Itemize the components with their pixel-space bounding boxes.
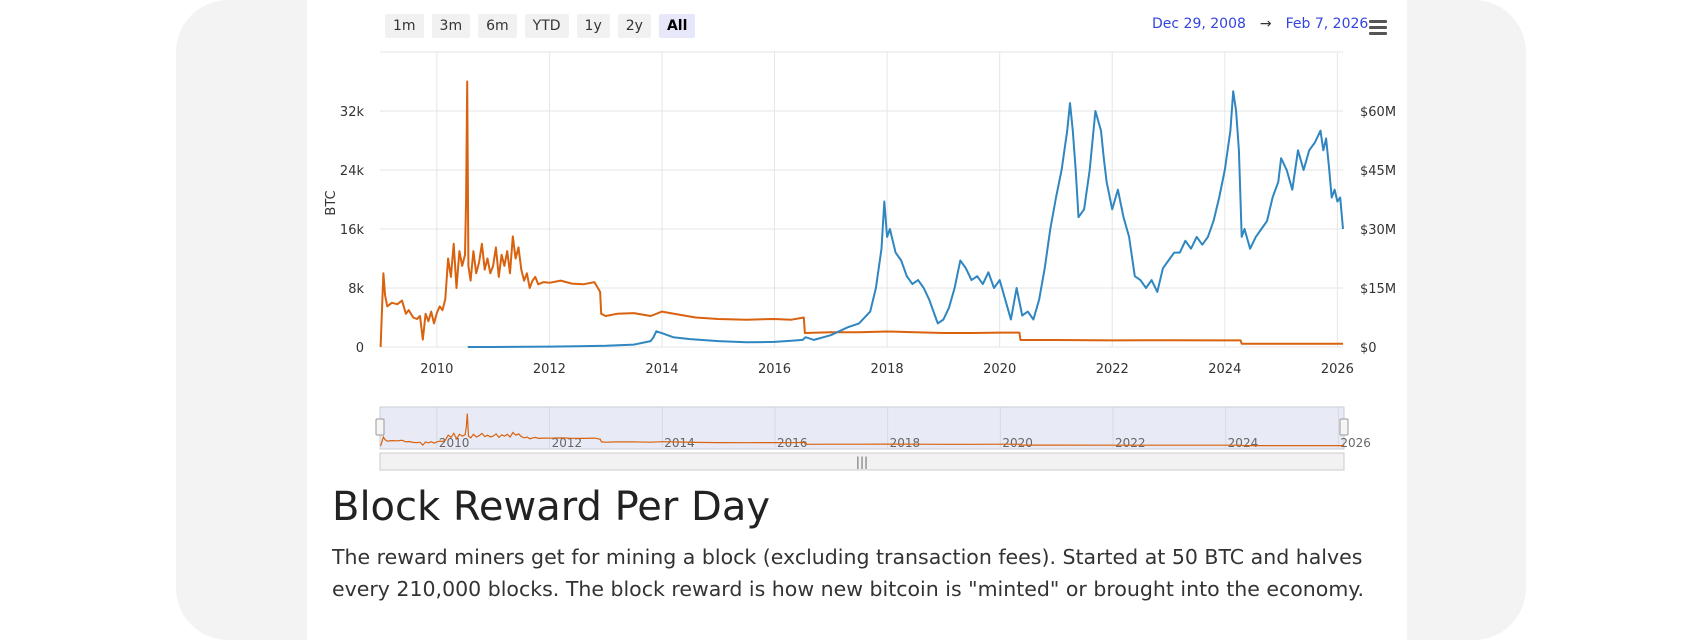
y-tick-label: 32k xyxy=(340,105,365,120)
range-button-3m[interactable]: 3m xyxy=(431,14,471,38)
range-selector: 1m 3m 6m YTD 1y 2y All xyxy=(385,14,696,38)
y-tick-label: 8k xyxy=(348,282,364,297)
navigator-right-handle[interactable] xyxy=(1339,418,1349,436)
y-tick-label: 16k xyxy=(340,223,365,238)
navigator-tick-label: 2012 xyxy=(552,436,583,450)
navigator-tick-label: 2024 xyxy=(1228,436,1259,450)
x-tick-label: 2016 xyxy=(758,362,791,377)
x-tick-label: 2010 xyxy=(420,362,453,377)
date-arrow-icon: → xyxy=(1259,16,1272,32)
grid xyxy=(380,51,1343,348)
scrollbar-grip-icon[interactable]: ||| xyxy=(856,455,868,469)
x-tick-label: 2014 xyxy=(645,362,678,377)
navigator[interactable]: 2010 2012 2014 2016 2018 2020 2022 2024 2026||| xyxy=(375,406,1371,471)
date-from[interactable]: Dec 29, 2008 xyxy=(1152,16,1246,32)
usd-series-line xyxy=(467,90,1344,348)
y2-tick-label: $30M xyxy=(1360,223,1396,238)
range-button-1m[interactable]: 1m xyxy=(385,14,424,38)
section-title: Block Reward Per Day xyxy=(332,484,771,530)
navigator-tick-label: 2010 xyxy=(439,436,470,450)
y2-tick-label: $60M xyxy=(1360,105,1396,120)
y2-tick-label: $15M xyxy=(1360,282,1396,297)
range-button-6m[interactable]: 6m xyxy=(478,14,517,38)
range-button-2y[interactable]: 2y xyxy=(617,14,651,38)
navigator-tick-label: 2022 xyxy=(1115,436,1146,450)
navigator-left-handle[interactable] xyxy=(375,418,385,436)
y2-tick-label: $0 xyxy=(1360,341,1377,356)
date-to[interactable]: Feb 7, 2026 xyxy=(1285,16,1369,32)
section-description: The reward miners get for mining a block… xyxy=(332,545,1365,601)
range-button-all[interactable]: All xyxy=(658,14,696,38)
navigator-tick-label: 2018 xyxy=(890,436,921,450)
navigator-window[interactable] xyxy=(379,406,1345,450)
x-tick-label: 2022 xyxy=(1096,362,1129,377)
y-axis-label: BTC xyxy=(324,190,339,215)
x-tick-label: 2012 xyxy=(533,362,566,377)
range-button-ytd[interactable]: YTD xyxy=(524,14,569,38)
y-tick-label: 0 xyxy=(356,341,364,356)
range-button-1y[interactable]: 1y xyxy=(576,14,610,38)
chart: BTC 0 $0 8k $15M 16k $30M 24k $45M 32k $60M 2010 20… xyxy=(324,51,1396,471)
x-tick-label: 2018 xyxy=(871,362,904,377)
x-tick-label: 2024 xyxy=(1208,362,1241,377)
btc-series-line xyxy=(379,80,1343,348)
x-tick-label: 2026 xyxy=(1321,362,1354,377)
axis-labels: BTC 0 $0 8k $15M 16k $30M 24k $45M 32k $60M 2010 20… xyxy=(324,105,1396,377)
y-tick-label: 24k xyxy=(340,164,365,179)
navigator-scrollbar[interactable] xyxy=(379,452,1345,471)
series xyxy=(379,80,1344,348)
navigator-tick-label: 2020 xyxy=(1002,436,1033,450)
x-tick-label: 2020 xyxy=(983,362,1016,377)
date-range-display: Dec 29, 2008 → Feb 7, 2026 xyxy=(1152,16,1368,32)
content-panel xyxy=(307,0,1407,640)
hamburger-menu-icon[interactable] xyxy=(1369,20,1387,36)
navigator-tick-label: 2026 xyxy=(1340,436,1371,450)
y2-tick-label: $45M xyxy=(1360,164,1396,179)
navigator-series-line xyxy=(380,413,1344,447)
navigator-tick-label: 2014 xyxy=(664,436,695,450)
